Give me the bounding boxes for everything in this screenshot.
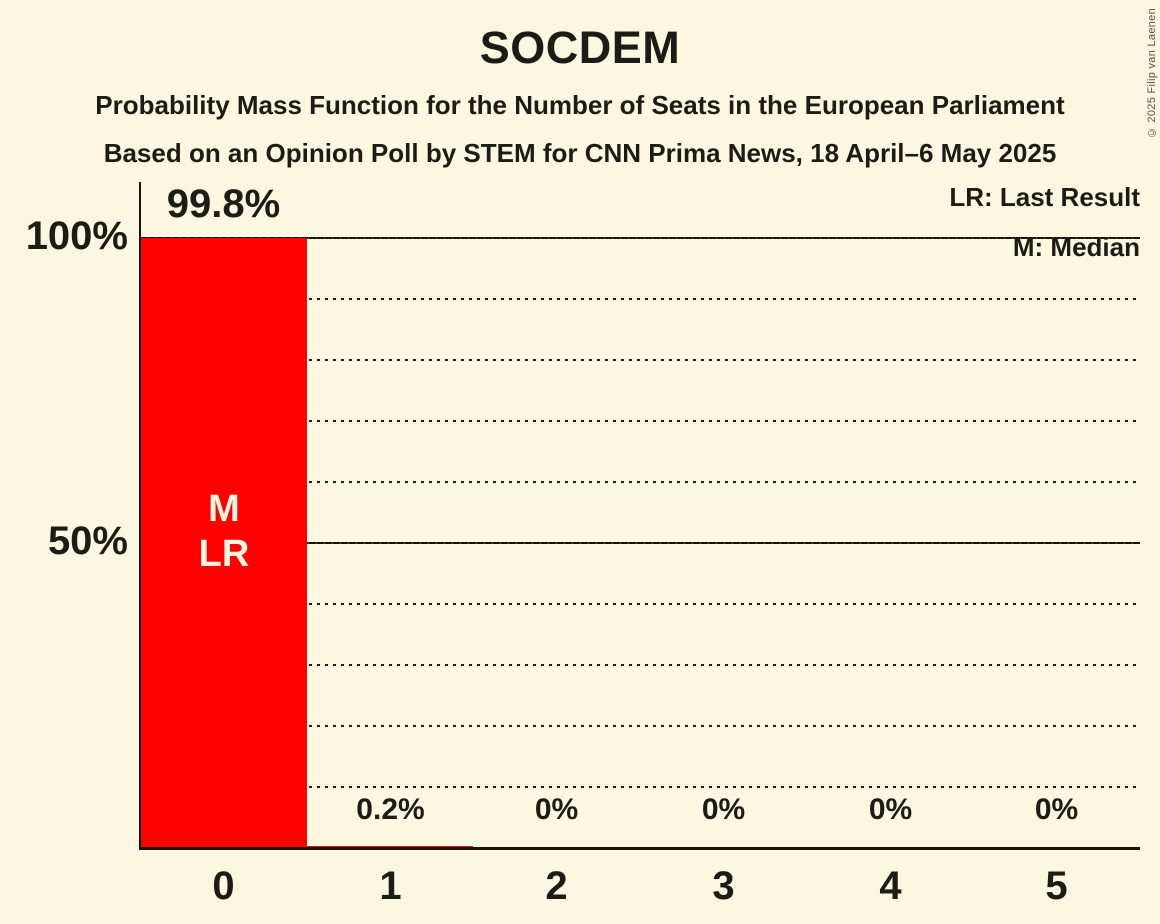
value-label-seats-1: 0.2% [356,793,425,826]
bar-seats-0 [141,238,307,847]
gridline-40pct [141,603,1140,605]
gridline-70pct [141,420,1140,422]
x-tick-label-5: 5 [1045,864,1068,908]
bar-seats-1 [307,846,473,847]
copyright-notice: © 2025 Filip van Laenen [1146,8,1158,139]
x-tick-label-4: 4 [879,864,902,908]
gridline-10pct [141,786,1140,788]
legend-median: M: Median [1012,232,1140,262]
x-tick-label-2: 2 [545,864,568,908]
x-tick-label-1: 1 [379,864,402,908]
value-label-seats-5: 0% [1034,793,1079,826]
y-axis-label-100: 100% [25,214,128,258]
gridline-100pct [141,237,1140,239]
gridline-60pct [141,481,1140,483]
x-tick-label-0: 0 [212,864,235,908]
gridline-20pct [141,725,1140,727]
value-label-seats-3: 0% [701,793,746,826]
last-result-marker-label: LR [198,533,250,575]
chart-title: SOCDEM [479,22,681,73]
x-tick-label-3: 3 [712,864,735,908]
value-label-seats-2: 0% [534,793,579,826]
median-marker-label: M [208,488,240,530]
legend-last-result: LR: Last Result [949,182,1140,212]
gridline-90pct [141,298,1140,300]
y-axis-spine [139,182,141,848]
gridline-30pct [141,664,1140,666]
value-label-seats-0: 99.8% [166,182,281,226]
chart-subtitle-line1: Probability Mass Function for the Number… [95,90,1065,120]
gridline-50pct [141,542,1140,544]
value-label-seats-4: 0% [868,793,913,826]
gridline-80pct [141,359,1140,361]
bar0-median-lastresult-annotation: M LR [141,487,307,577]
y-axis-label-50: 50% [47,519,128,563]
chart-subtitle-line2: Based on an Opinion Poll by STEM for CNN… [103,138,1057,168]
x-axis-line [139,847,1140,850]
